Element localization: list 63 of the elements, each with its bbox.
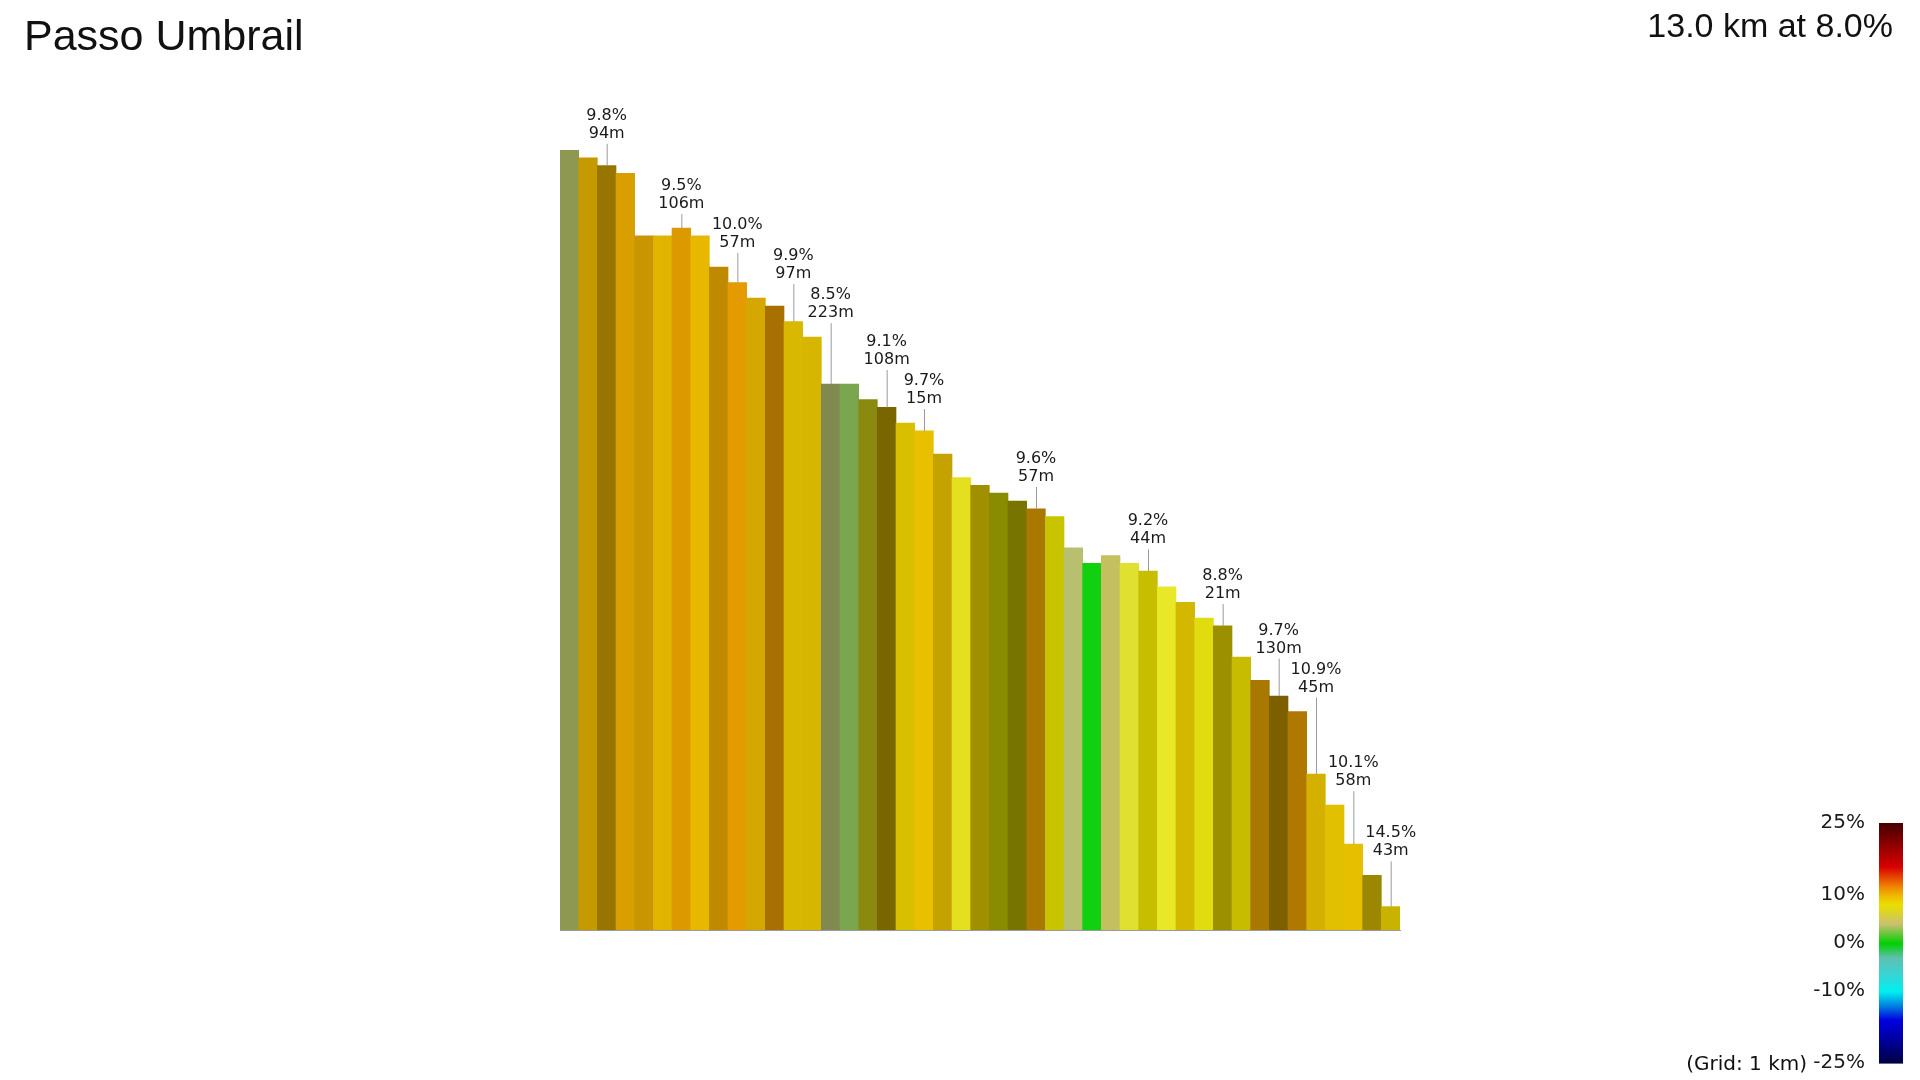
bar [1007, 500, 1027, 930]
annotation: 8.8% 21m [1202, 565, 1243, 602]
bar [914, 430, 934, 930]
bar [1269, 695, 1289, 930]
annotation: 9.9% 97m [773, 245, 814, 283]
bar [1045, 516, 1065, 930]
bar [765, 305, 785, 930]
annotation: 9.8% 94m [586, 104, 627, 142]
color-bar-label: -10% [1813, 977, 1865, 1002]
bar [1026, 508, 1046, 930]
bar [895, 422, 915, 930]
bar [1175, 602, 1195, 930]
annotation: 9.2% 44m [1127, 510, 1169, 548]
bar [690, 235, 710, 930]
bar [1194, 617, 1214, 930]
bar [709, 266, 729, 930]
bar [858, 399, 878, 930]
bar [1381, 906, 1400, 930]
annotation: 10.1% 58m [1327, 752, 1379, 790]
bar [951, 477, 971, 930]
annotation: 10.0% 57m [711, 214, 763, 251]
bar [1101, 555, 1121, 930]
bar [727, 282, 747, 930]
bar [989, 492, 1009, 930]
annotation: 9.1% 108m [863, 331, 910, 368]
annotation: 9.7% 15m [903, 370, 945, 407]
bar [1213, 625, 1233, 930]
bar [1306, 773, 1326, 930]
bar [1063, 547, 1083, 930]
bar [1250, 680, 1270, 930]
bar [1362, 875, 1382, 930]
bar [877, 407, 897, 930]
bar [671, 227, 691, 930]
bar [653, 235, 673, 930]
bar [839, 383, 859, 930]
bar [933, 453, 953, 930]
bar [1287, 711, 1307, 930]
annotation: 10.9% 45m [1290, 658, 1342, 696]
bar [634, 235, 654, 930]
bar [1231, 656, 1251, 930]
bar [1082, 563, 1102, 930]
bar [578, 157, 598, 930]
bar [1157, 586, 1177, 930]
annotation: 9.7% 130m [1255, 619, 1302, 657]
bar [615, 173, 635, 930]
annotation: 9.6% 57m [1015, 448, 1057, 485]
text: (Grid: 1 km) [1686, 1051, 1807, 1075]
bar [560, 150, 579, 930]
bar [1138, 570, 1158, 930]
bar [970, 485, 990, 930]
text: 13.0 km at 8.0% [1647, 5, 1893, 45]
color-bar-label: -25% [1813, 1049, 1865, 1074]
bar [746, 297, 766, 930]
text: Passo Umbrail [24, 10, 304, 60]
annotation: 14.5% 43m [1365, 822, 1417, 860]
annotation: 9.5% 106m [658, 175, 705, 212]
bar [1119, 563, 1139, 930]
bar [821, 383, 841, 930]
bar [597, 165, 617, 930]
color-bar-label: 25% [1820, 809, 1865, 834]
color-bar-label: 0% [1833, 929, 1865, 954]
color-bar-label: 10% [1820, 881, 1865, 906]
annotation: 8.5% 223m [807, 284, 854, 322]
